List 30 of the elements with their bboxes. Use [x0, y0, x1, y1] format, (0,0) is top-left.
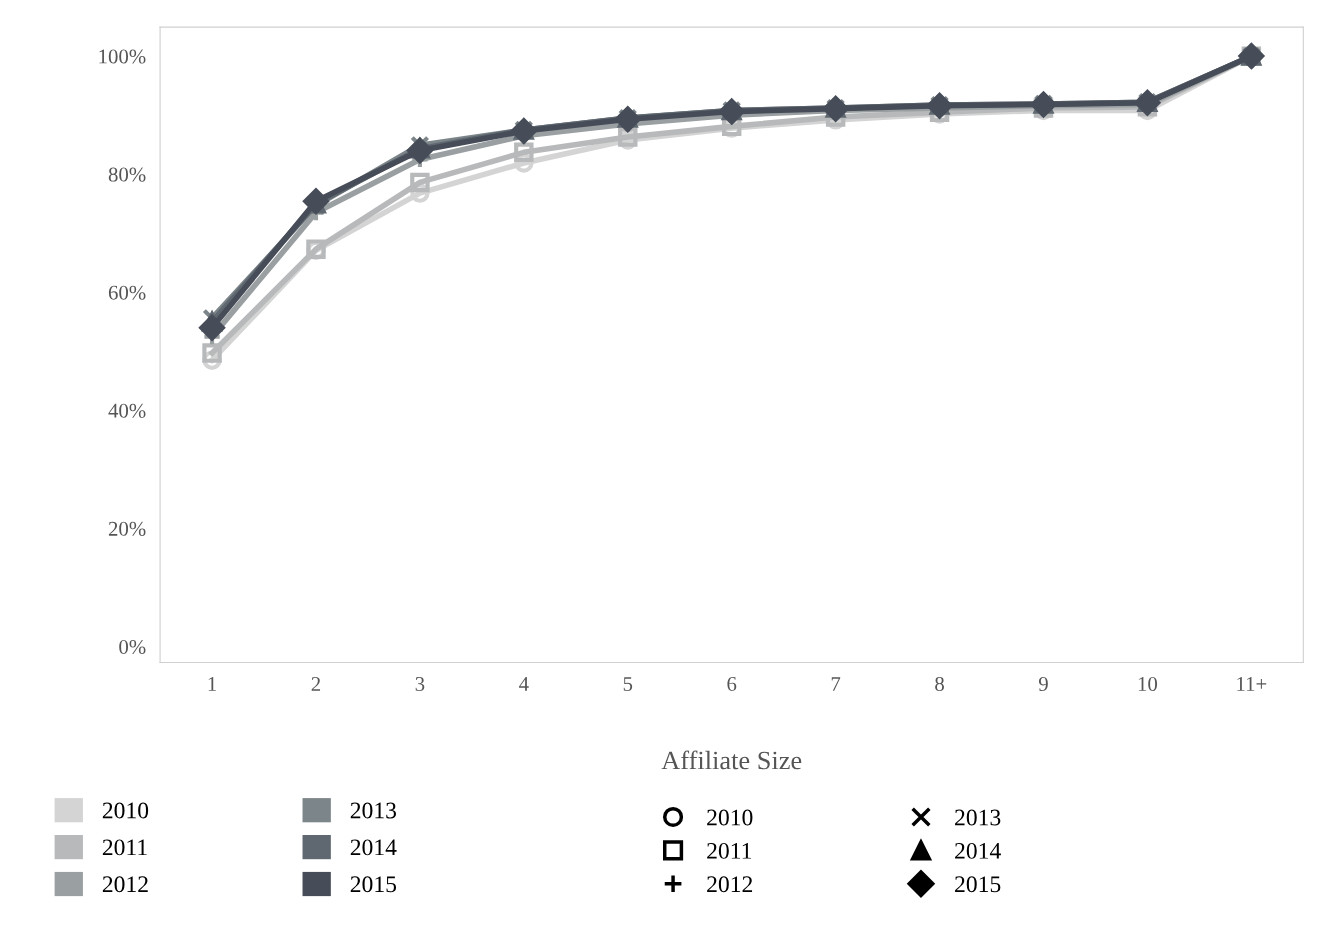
- x-tick-label: 10: [1138, 676, 1158, 692]
- x-tick-label: 3: [415, 677, 425, 692]
- text: 2013: [955, 809, 1001, 826]
- text: 2015: [955, 876, 1001, 893]
- x-axis-title: Affiliate Size: [661, 750, 802, 770]
- x-tick-label: 9: [1038, 677, 1048, 692]
- text: 2010: [707, 809, 753, 826]
- legend-label: 2015: [350, 876, 397, 893]
- text: 2011: [707, 842, 752, 859]
- legend-label: 2012: [102, 876, 148, 893]
- x-tick-label: 6: [727, 677, 737, 692]
- y-tick-label: 80%: [108, 167, 146, 182]
- x-tick-label: 11+: [1237, 677, 1267, 691]
- y-tick-label: 40%: [108, 403, 146, 418]
- x-tick-label: 2: [311, 677, 321, 691]
- y-tick-label: 60%: [108, 285, 146, 300]
- y-tick-label: 100%: [99, 49, 146, 64]
- text: 2014: [955, 842, 1001, 859]
- x-tick-label: 5: [623, 677, 633, 692]
- x-tick-label: 4: [519, 677, 529, 691]
- x-tick-label: 7: [831, 677, 841, 691]
- text: 2012: [707, 876, 753, 893]
- y-tick-label: 20%: [108, 521, 146, 536]
- x-tick-label: 1: [208, 677, 216, 691]
- x-tick-label: 8: [935, 676, 944, 692]
- legend-label: 2010: [102, 802, 149, 819]
- legend-label: 2013: [350, 802, 397, 819]
- legend-label: 2014: [350, 839, 397, 856]
- legend-label: 2011: [102, 839, 147, 856]
- y-tick-label: 0%: [119, 639, 146, 655]
